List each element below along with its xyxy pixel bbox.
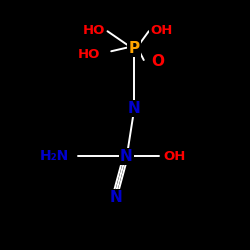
Text: HO: HO	[82, 24, 105, 36]
Text: N: N	[128, 101, 140, 116]
Text: N: N	[110, 190, 122, 205]
Text: O: O	[151, 54, 164, 69]
Text: H₂N: H₂N	[40, 149, 69, 163]
Text: N: N	[120, 149, 132, 164]
Text: HO: HO	[78, 48, 100, 62]
Text: P: P	[128, 41, 139, 56]
Text: OH: OH	[150, 24, 172, 36]
Text: OH: OH	[164, 150, 186, 163]
